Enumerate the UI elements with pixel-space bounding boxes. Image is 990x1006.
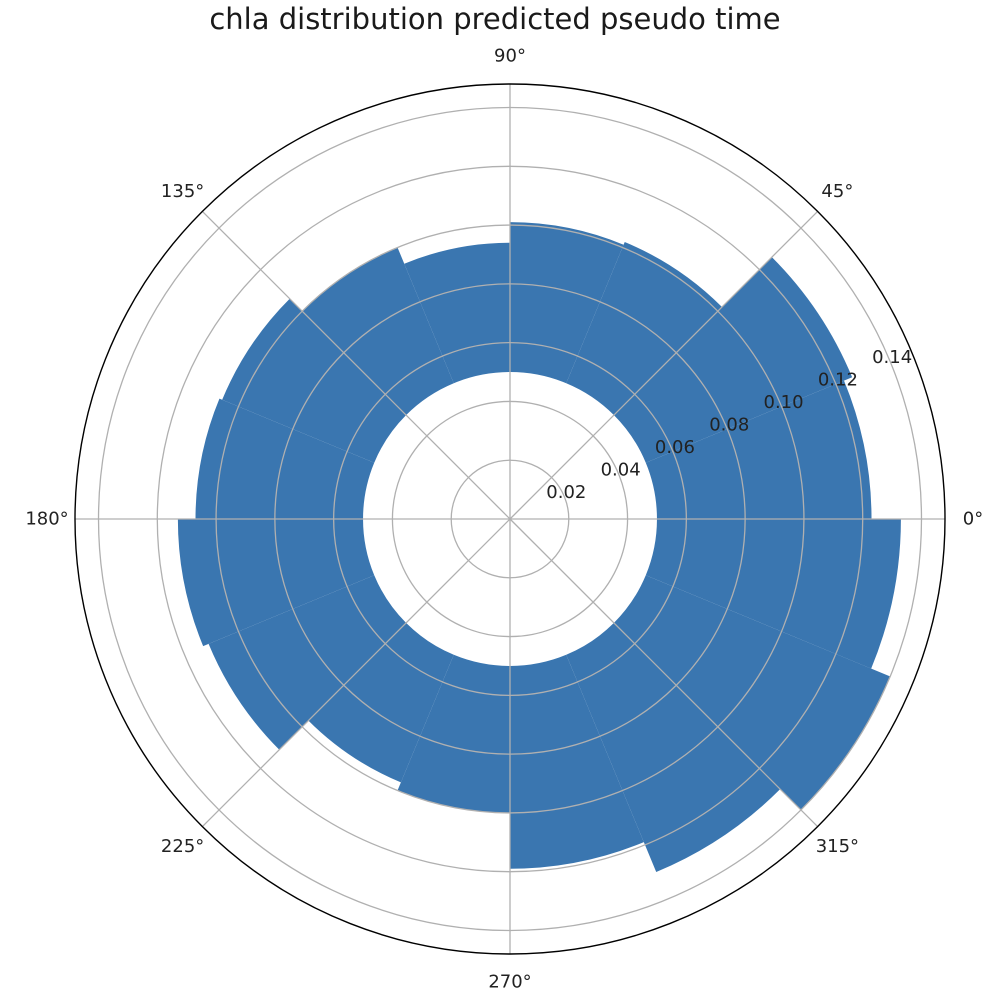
bar-3 [510,222,624,384]
bar-4 [404,242,510,384]
r-tick-label-6: 0.14 [872,347,912,368]
r-tick-label-3: 0.08 [709,415,749,436]
bar-9 [208,575,407,750]
bar-2 [566,242,722,416]
theta-grid-line-5 [201,518,511,828]
frame-layer [74,83,946,955]
bar-5 [302,247,454,416]
bar-7 [195,398,375,519]
theta-tick-label-3: 135° [161,181,204,202]
r-tick-label-0: 0.02 [546,482,586,503]
r-tick-label-2: 0.06 [655,437,695,458]
theta-grid-line-3 [201,210,511,520]
r-tick-label-1: 0.04 [601,460,641,481]
r-tick-label-5: 0.12 [818,370,858,391]
theta-tick-label-4: 180° [25,509,68,530]
bar-10 [308,622,454,783]
bar-12 [510,654,644,869]
bar-11 [397,654,510,813]
bar-0 [645,380,872,519]
bar-15 [645,519,901,669]
bar-14 [613,575,891,810]
bar-13 [566,622,781,873]
chart-title: chla distribution predicted pseudo time [209,2,781,36]
theta-tick-label-1: 45° [821,181,853,202]
theta-grid-line-7 [509,518,819,828]
theta-tick-label-2: 90° [494,46,526,67]
theta-tick-label-0: 0° [963,509,983,530]
grid-layer [75,84,945,954]
r-tick-label-4: 0.10 [764,392,804,413]
bars-layer [177,222,901,873]
polar-frame [74,83,946,955]
theta-grid-line-1 [509,210,819,520]
bar-6 [222,298,407,463]
bar-8 [177,519,375,647]
theta-tick-label-6: 270° [488,972,531,993]
theta-tick-label-7: 315° [816,836,859,857]
theta-tick-label-5: 225° [161,836,204,857]
labels-layer: 0° 45° 90° 135° 180° 225° 270° 315° 0.02 0.04 0.06… [25,46,983,993]
